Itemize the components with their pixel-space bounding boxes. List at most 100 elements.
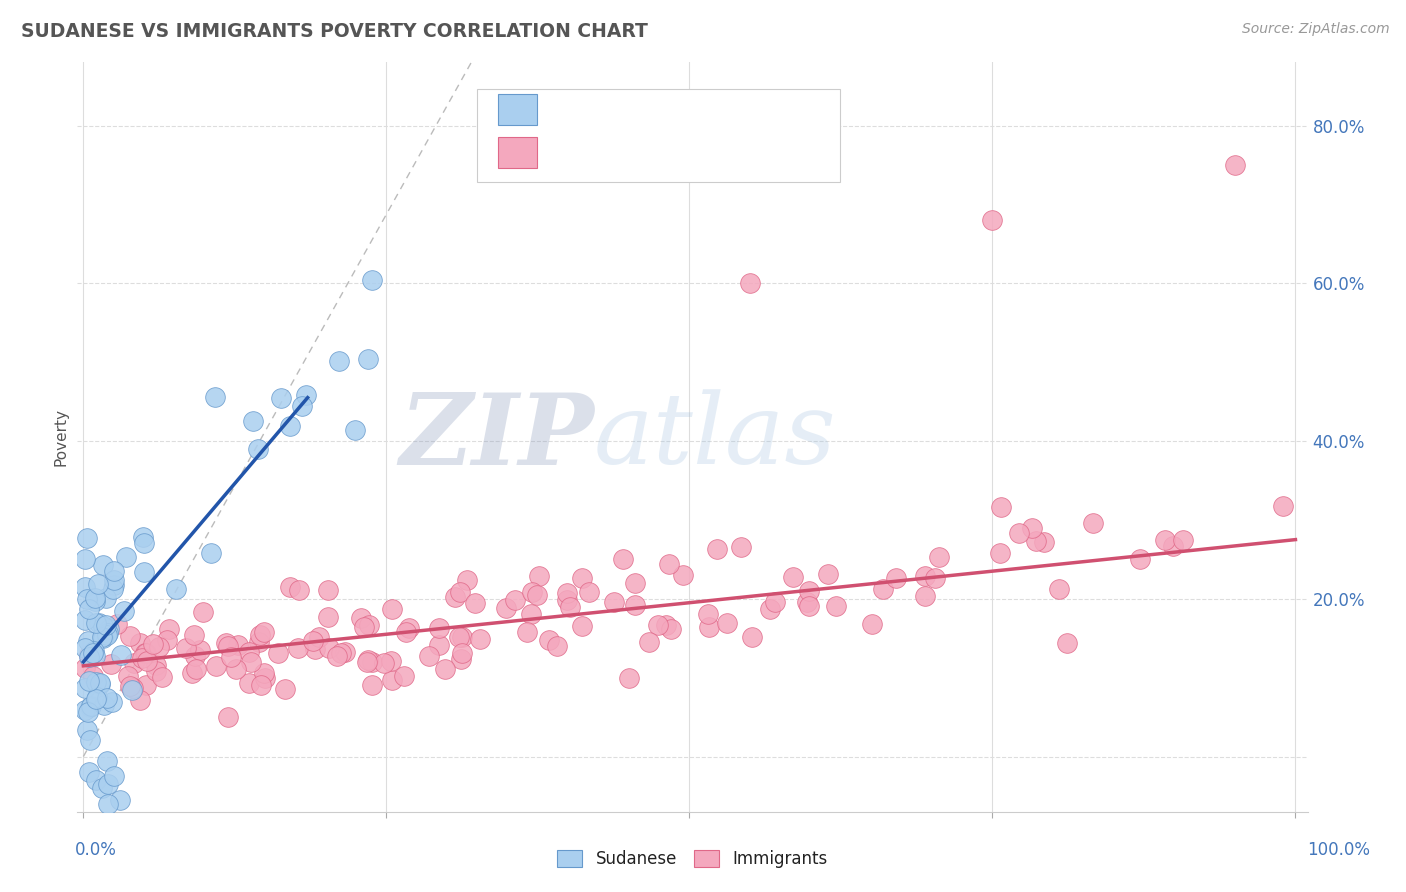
Point (225, 662, 247, 676)
Point (184, 648, 207, 663)
Point (763, 595, 786, 609)
Point (87, 616, 110, 631)
Legend: Sudanese, Immigrants: Sudanese, Immigrants (551, 843, 834, 874)
Point (538, 632, 561, 647)
Point (84, 773, 107, 788)
Point (1171, 533, 1194, 548)
Point (91, 618, 114, 632)
Point (105, 616, 128, 631)
Point (799, 599, 821, 613)
Point (357, 618, 380, 632)
Point (434, 662, 457, 676)
Point (96, 691, 118, 706)
Point (394, 669, 416, 683)
Text: atlas: atlas (595, 390, 837, 484)
Point (330, 646, 353, 660)
Point (89, 675, 111, 690)
Point (253, 665, 276, 680)
Point (188, 643, 211, 657)
Point (217, 640, 239, 654)
Point (884, 571, 907, 585)
Point (96, 628, 118, 642)
Point (1129, 552, 1152, 566)
Point (93, 698, 115, 712)
Point (145, 657, 167, 672)
Point (603, 595, 626, 609)
Point (157, 622, 180, 636)
Point (215, 636, 238, 650)
Point (96, 591, 118, 605)
Point (395, 624, 418, 639)
Point (273, 682, 295, 697)
Point (825, 599, 848, 613)
Point (730, 540, 752, 554)
Point (97, 626, 120, 640)
Y-axis label: Poverty: Poverty (53, 408, 69, 467)
Point (73, 580, 96, 594)
Point (79, 700, 101, 714)
Point (302, 634, 325, 648)
Point (373, 656, 395, 670)
Point (328, 354, 350, 368)
Point (456, 573, 478, 587)
Point (295, 387, 318, 401)
Point (381, 673, 404, 688)
Point (398, 622, 420, 636)
Point (110, 648, 132, 662)
Point (658, 558, 681, 572)
Point (546, 640, 568, 654)
Bar (498, 136, 537, 169)
Point (135, 646, 157, 660)
Point (914, 568, 936, 582)
Point (1021, 521, 1043, 535)
Point (90, 780, 112, 795)
Point (716, 616, 738, 631)
Point (82, 669, 104, 683)
Point (266, 646, 288, 660)
Point (344, 423, 367, 437)
Point (79, 765, 101, 780)
Point (217, 710, 239, 724)
Point (1223, 158, 1246, 172)
Point (333, 645, 356, 659)
Point (91, 631, 114, 645)
Point (132, 566, 155, 580)
Point (759, 602, 782, 616)
Point (142, 637, 165, 651)
Point (83, 594, 105, 608)
Point (91, 558, 114, 572)
Point (97, 622, 120, 636)
Point (318, 640, 340, 655)
Point (817, 567, 839, 582)
Point (174, 641, 197, 656)
Point (150, 671, 173, 685)
Point (697, 607, 720, 621)
Point (360, 655, 382, 669)
Point (204, 659, 226, 673)
Point (115, 549, 138, 564)
Point (672, 567, 695, 582)
Point (97, 777, 120, 791)
Point (278, 419, 301, 434)
Point (120, 679, 142, 693)
Text: 100.0%: 100.0% (1308, 840, 1369, 858)
Point (470, 632, 492, 646)
Point (117, 669, 139, 683)
Point (924, 571, 946, 585)
Point (129, 636, 152, 650)
Point (79, 649, 101, 664)
Point (76, 531, 98, 545)
Point (1008, 525, 1031, 540)
Point (83, 648, 105, 663)
FancyBboxPatch shape (477, 88, 841, 182)
Point (204, 390, 226, 404)
Point (326, 648, 349, 663)
Point (200, 546, 222, 560)
Point (981, 213, 1004, 227)
Point (304, 642, 326, 657)
Point (571, 571, 593, 585)
Point (226, 639, 249, 653)
Point (450, 630, 472, 644)
Point (357, 352, 380, 367)
Point (360, 273, 382, 287)
